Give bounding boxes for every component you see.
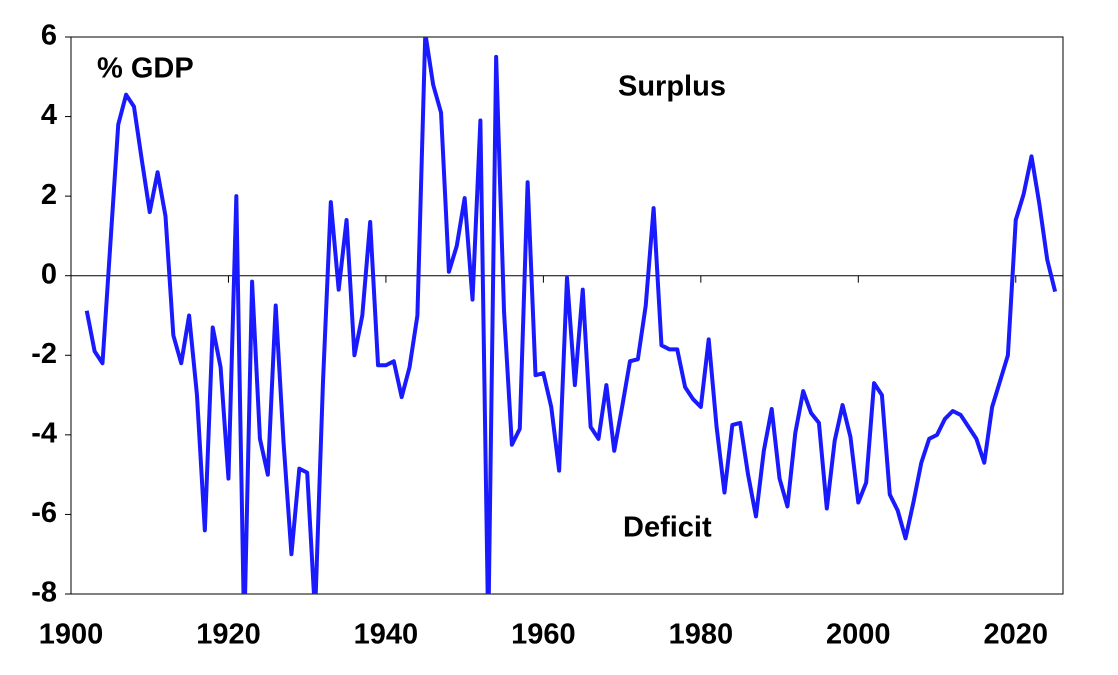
y-tick-label: -8 — [31, 577, 57, 609]
x-tick-label: 1940 — [354, 619, 419, 651]
y-tick-label: 0 — [41, 258, 57, 290]
annotation: % GDP — [97, 53, 194, 85]
x-tick-label: 1980 — [669, 619, 734, 651]
x-tick-label: 1920 — [196, 619, 261, 651]
x-tick-label: 1900 — [39, 619, 104, 651]
y-tick-label: -6 — [31, 497, 57, 529]
plot-frame — [70, 36, 1064, 595]
y-tick-label: 6 — [41, 20, 57, 52]
annotation: Deficit — [623, 512, 712, 544]
y-tick-label: -2 — [31, 338, 57, 370]
y-tick-label: -4 — [31, 418, 57, 450]
y-tick-label: 4 — [41, 99, 57, 131]
x-tick-label: 2020 — [984, 619, 1049, 651]
annotation: Surplus — [618, 71, 726, 103]
y-tick-label: 2 — [41, 179, 57, 211]
x-tick-label: 2000 — [826, 619, 891, 651]
x-tick-label: 1960 — [511, 619, 576, 651]
data-line — [84, 37, 1058, 594]
